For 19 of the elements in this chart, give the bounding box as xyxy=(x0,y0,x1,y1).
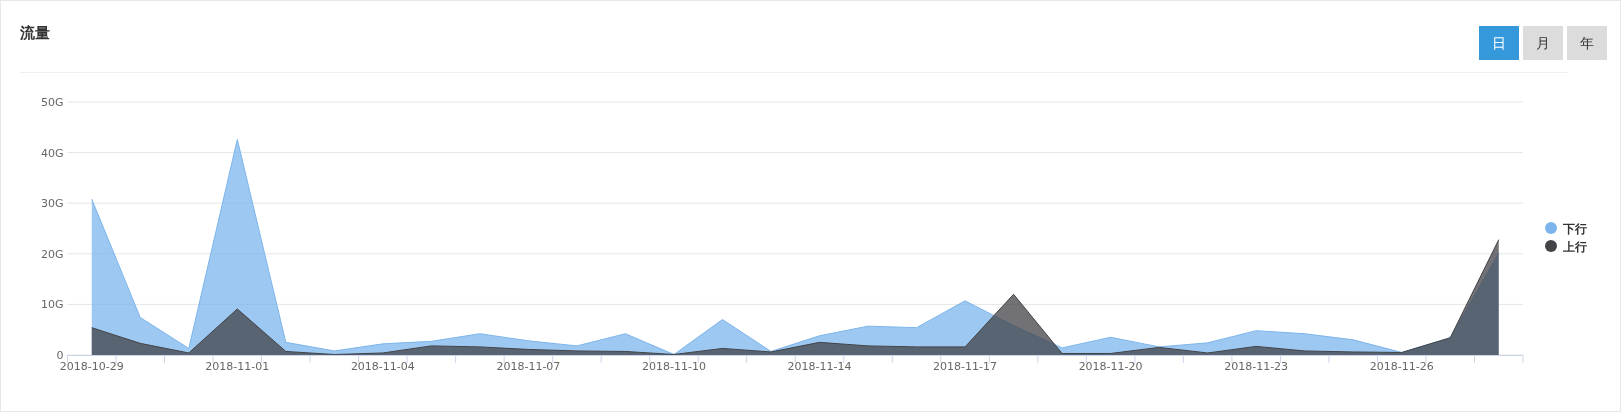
y-tick-label: 50G xyxy=(40,96,64,109)
chart-title: 流量 xyxy=(19,24,50,42)
x-tick-label: 2018-11-01 xyxy=(205,360,270,373)
x-tick-label: 2018-11-17 xyxy=(933,360,998,373)
x-tick-label: 2018-11-10 xyxy=(641,360,706,373)
legend-label: 下行 xyxy=(1562,222,1587,236)
y-tick-label: 10G xyxy=(40,298,64,312)
x-tick-label: 2018-11-26 xyxy=(1369,360,1434,373)
legend-label: 上行 xyxy=(1562,240,1587,254)
x-tick-label: 2018-11-04 xyxy=(350,360,415,373)
x-tick-label: 2018-11-14 xyxy=(787,360,852,373)
x-tick-label: 2018-10-29 xyxy=(59,360,124,373)
x-tick-label: 2018-11-07 xyxy=(496,360,561,373)
y-tick-label: 20G xyxy=(40,247,64,261)
x-tick-label: 2018-11-20 xyxy=(1078,360,1143,373)
y-tick-label: 30G xyxy=(40,197,64,211)
y-tick-label: 40G xyxy=(40,146,64,160)
y-tick-label: 0 xyxy=(56,349,64,362)
x-tick-label: 2018-11-23 xyxy=(1224,360,1289,373)
